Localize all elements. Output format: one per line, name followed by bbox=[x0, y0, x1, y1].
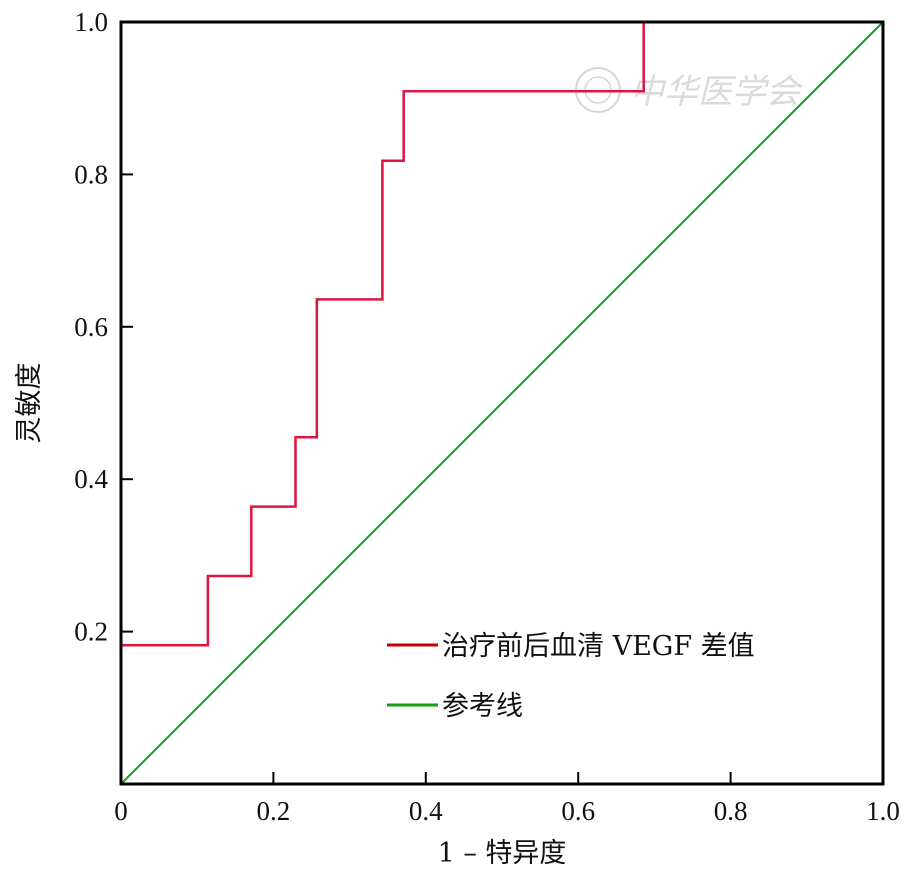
axis-tick-labels: 0 0.2 0.4 0.6 0.8 1.0 0.2 0.4 0.6 0.8 1.0 bbox=[74, 7, 900, 826]
plot-frame bbox=[119, 20, 885, 786]
plot-series bbox=[119, 20, 884, 785]
watermark-text: 中华医学会 bbox=[630, 72, 804, 112]
roc-curve-line bbox=[119, 20, 883, 784]
axis-ticks bbox=[121, 173, 732, 784]
y-axis-title: 灵敏度 bbox=[14, 363, 45, 444]
x-tick-label: 0 bbox=[114, 796, 128, 826]
y-tick-label: 0.8 bbox=[74, 159, 108, 189]
legend: 治疗前后血清 VEGF 差值 参考线 bbox=[387, 631, 755, 722]
x-tick-label: 0.6 bbox=[561, 796, 595, 826]
x-tick-label: 0.2 bbox=[257, 796, 291, 826]
y-tick-label: 0.4 bbox=[74, 464, 108, 494]
watermark-seal-inner bbox=[584, 76, 612, 104]
watermark-seal-icon bbox=[575, 67, 621, 113]
legend-label-reference: 参考线 bbox=[442, 691, 523, 722]
x-axis-title: 1 – 特异度 bbox=[438, 838, 567, 869]
y-tick-label: 1.0 bbox=[74, 7, 108, 37]
legend-label-roc: 治疗前后血清 VEGF 差值 bbox=[442, 631, 755, 662]
watermark: 中华医学会 bbox=[575, 67, 804, 113]
x-tick-label: 1.0 bbox=[866, 796, 900, 826]
x-tick-label: 0.4 bbox=[409, 796, 443, 826]
x-tick-label: 0.8 bbox=[714, 796, 748, 826]
y-tick-label: 0.2 bbox=[74, 617, 108, 647]
reference-line bbox=[120, 21, 884, 785]
y-tick-label: 0.6 bbox=[74, 312, 108, 342]
